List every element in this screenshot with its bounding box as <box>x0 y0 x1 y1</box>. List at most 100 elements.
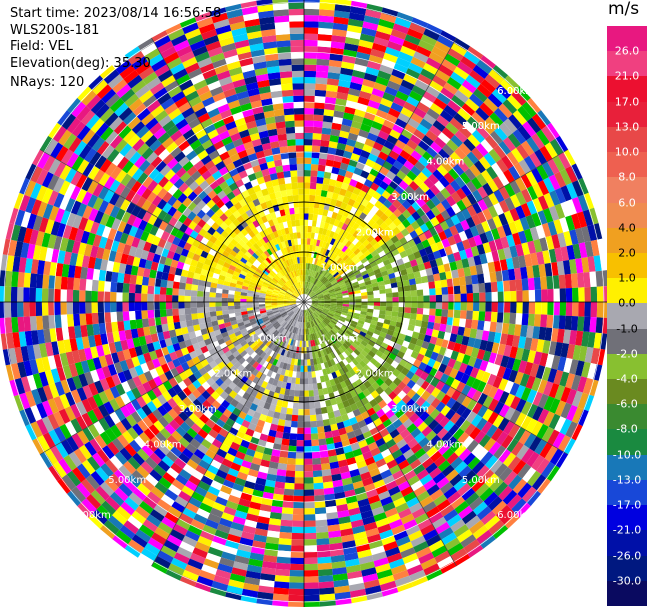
radar-gate <box>285 476 295 484</box>
radar-gate <box>228 286 236 291</box>
radar-gate <box>141 112 155 126</box>
radar-gate <box>326 84 339 92</box>
radar-gate <box>98 391 109 405</box>
radar-gate <box>156 394 168 406</box>
radar-gate <box>309 314 314 321</box>
radar-gate <box>115 421 127 435</box>
radar-gate <box>295 464 304 472</box>
radar-gate <box>274 285 281 290</box>
radar-gate <box>422 308 430 316</box>
radar-gate <box>37 435 51 452</box>
radar-gate <box>348 219 356 228</box>
radar-gate <box>329 461 340 470</box>
radar-gate <box>268 219 275 227</box>
radar-gate <box>324 303 331 305</box>
radar-gate <box>304 328 306 335</box>
radar-gate <box>281 312 287 317</box>
radar-gate <box>249 43 264 52</box>
radar-gate <box>172 342 181 352</box>
radar-gate <box>314 339 318 346</box>
radar-gate <box>259 579 275 588</box>
radar-gate <box>266 312 274 316</box>
radar-gate <box>146 389 157 401</box>
radar-gate <box>246 307 254 311</box>
radar-gate <box>411 17 429 29</box>
radar-gate <box>240 375 249 384</box>
radar-gate <box>249 317 256 323</box>
radar-gate <box>311 305 317 309</box>
radar-gate <box>312 139 321 147</box>
radar-gate <box>228 365 237 374</box>
radar-gate <box>276 197 283 205</box>
radar-gate <box>282 276 288 283</box>
radar-gate <box>12 256 21 272</box>
radar-gate <box>404 302 412 308</box>
radar-gate <box>226 403 236 413</box>
radar-gate <box>454 302 461 311</box>
radar-gate <box>520 387 532 402</box>
radar-gate <box>248 315 256 320</box>
radar-gate <box>229 249 238 258</box>
radar-gate <box>142 496 158 510</box>
radar-gate <box>175 229 185 240</box>
radar-gate <box>132 168 144 181</box>
radar-gate <box>172 209 183 220</box>
radar-gate <box>157 92 172 105</box>
radar-gate <box>227 302 235 306</box>
radar-gate <box>334 324 341 331</box>
radar-gate <box>275 165 284 173</box>
radar-gate <box>182 377 193 387</box>
radar-gate <box>461 395 472 408</box>
radar-gate <box>101 500 117 516</box>
radar-gate <box>275 27 290 36</box>
radar-gate <box>218 76 233 87</box>
radar-gate <box>191 284 199 291</box>
radar-gate <box>228 167 239 177</box>
radar-gate <box>439 30 457 43</box>
radar-gate <box>128 539 145 554</box>
radar-gate <box>287 451 297 459</box>
radar-gate <box>103 69 120 85</box>
radar-gate <box>304 70 317 78</box>
radar-gate <box>191 389 202 399</box>
radar-gate <box>185 62 200 74</box>
radar-gate <box>180 171 191 183</box>
radar-gate <box>391 449 403 460</box>
radar-gate <box>466 387 477 399</box>
radar-gate <box>348 354 355 362</box>
radar-gate <box>311 157 320 165</box>
radar-gate <box>346 411 356 420</box>
radar-gate <box>304 446 312 453</box>
radar-gate <box>281 287 287 292</box>
radar-gate <box>406 453 418 465</box>
radar-gate <box>269 239 275 247</box>
radar-gate <box>466 310 473 320</box>
radar-gate <box>313 358 318 365</box>
radar-gate <box>178 452 190 464</box>
radar-gate <box>379 428 390 438</box>
radar-gate <box>308 328 311 335</box>
radar-gate <box>389 320 397 327</box>
radar-gate <box>198 340 207 349</box>
radar-gate <box>271 304 278 308</box>
radar-gate <box>267 186 275 195</box>
radar-gate <box>403 491 417 503</box>
radar-gate <box>521 401 533 416</box>
radar-gate <box>404 469 417 481</box>
radar-gate <box>454 416 466 428</box>
radar-gate <box>358 39 374 49</box>
radar-gate <box>391 189 401 200</box>
radar-gate <box>169 243 178 253</box>
radar-gate <box>362 21 379 31</box>
radar-gate <box>315 525 329 533</box>
radar-gate <box>506 494 522 510</box>
radar-gate <box>318 303 325 306</box>
radar-gate <box>308 276 311 283</box>
radar-gate <box>160 279 168 288</box>
radar-gate <box>261 98 273 107</box>
radar-gate <box>315 414 323 421</box>
radar-gate <box>176 546 193 559</box>
radar-gate <box>210 391 220 401</box>
radar-gate <box>249 552 264 561</box>
radar-gate <box>337 375 345 383</box>
